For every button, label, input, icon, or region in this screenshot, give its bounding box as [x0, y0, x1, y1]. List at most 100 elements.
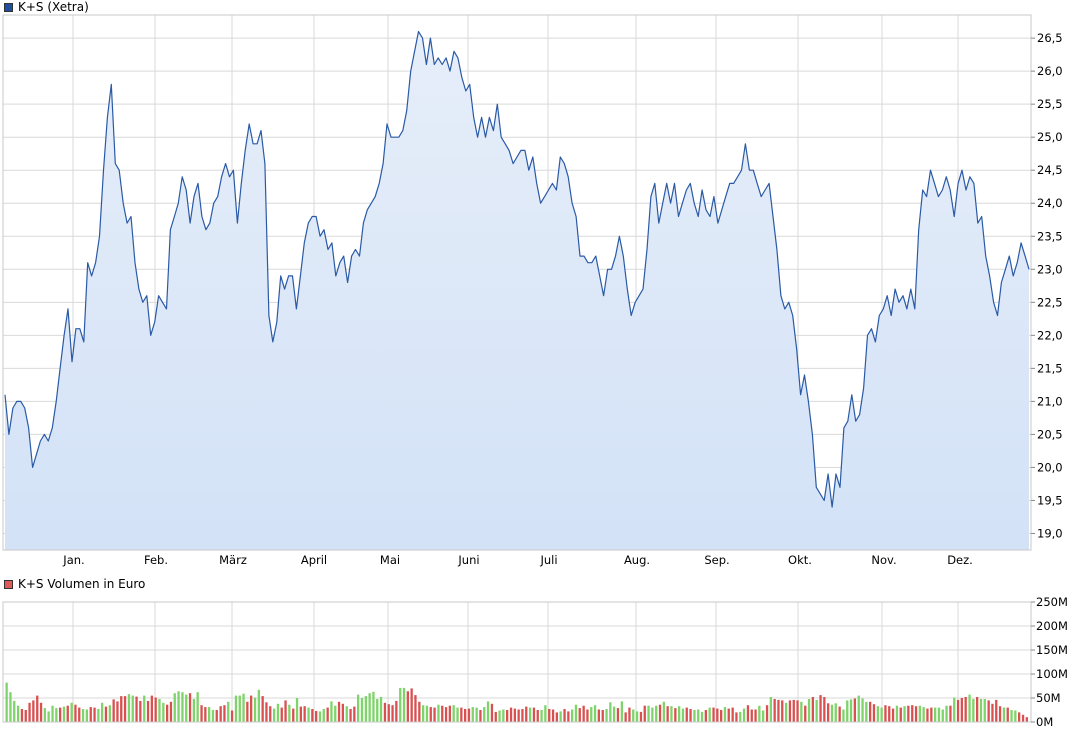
volume-bar: [433, 707, 436, 722]
volume-bar: [24, 710, 27, 722]
volume-bar: [169, 701, 173, 722]
volume-bar: [192, 699, 195, 722]
volume-bar: [525, 706, 528, 722]
volume-bar: [876, 706, 879, 722]
volume-bar: [593, 705, 597, 722]
price-y-tick-label: 25,5: [1037, 97, 1063, 111]
volume-bar: [758, 705, 761, 722]
volume-bar: [391, 705, 394, 722]
volume-bar: [712, 707, 715, 722]
price-y-tick-label: 26,5: [1037, 31, 1063, 45]
month-label: Feb.: [144, 553, 168, 567]
volume-bar: [571, 709, 574, 722]
volume-bar: [582, 705, 585, 722]
volume-bar: [70, 702, 73, 722]
volume-bar: [17, 705, 20, 722]
volume-bar: [769, 697, 772, 722]
volume-bar: [162, 702, 165, 722]
volume-bar: [941, 709, 944, 722]
volume-bar: [410, 688, 413, 722]
price-frame-rect: [2, 14, 1032, 551]
volume-bar: [872, 704, 876, 722]
price-y-tick-label: 19,5: [1037, 493, 1063, 507]
volume-bar: [777, 699, 780, 722]
volume-bar: [578, 708, 581, 722]
volume-bar: [208, 707, 211, 722]
volume-bar: [823, 697, 826, 722]
volume-bar: [326, 707, 329, 722]
volume-bar: [815, 699, 818, 722]
volume-bar: [337, 701, 341, 722]
volume-legend: K+S Volumen in Euro: [4, 577, 145, 591]
volume-bar: [146, 700, 150, 722]
volume-bar: [101, 702, 104, 722]
volume-bar: [467, 708, 471, 722]
volume-bar: [475, 707, 478, 722]
price-y-tick-label: 21,5: [1037, 361, 1063, 375]
volume-bar: [318, 711, 322, 722]
volume-bar: [1018, 712, 1021, 722]
price-y-tick-label: 23,0: [1037, 262, 1063, 276]
volume-bar: [330, 701, 333, 722]
volume-bar: [1006, 707, 1009, 722]
volume-bar: [639, 711, 643, 722]
volume-bar: [704, 710, 707, 722]
month-label: Aug.: [624, 553, 650, 567]
volume-bar: [97, 709, 100, 722]
price-y-tick-label: 22,0: [1037, 328, 1063, 342]
volume-gridlines: [3, 601, 1031, 723]
volume-bar: [483, 707, 486, 722]
volume-bar: [869, 701, 872, 722]
volume-bar: [949, 705, 952, 722]
volume-bar: [93, 707, 96, 722]
volume-bar: [422, 705, 425, 722]
volume-bar: [498, 710, 501, 722]
volume-bar: [108, 705, 111, 722]
volume-bar: [387, 704, 390, 722]
volume-bar: [242, 693, 245, 722]
volume-bar: [895, 705, 899, 722]
volume-bar: [670, 706, 673, 722]
volume-bar: [628, 707, 631, 722]
volume-bar: [402, 687, 406, 722]
month-label: Juli: [539, 553, 557, 567]
volume-bar: [697, 709, 700, 722]
volume-bar: [89, 707, 92, 722]
volume-bar: [674, 708, 677, 722]
price-y-tick-label: 24,5: [1037, 163, 1063, 177]
volume-bar: [991, 703, 994, 722]
volume-bar: [177, 691, 180, 722]
volume-bar: [834, 703, 837, 722]
volume-bar: [762, 710, 765, 722]
volume-bar: [930, 707, 933, 722]
volume-bar: [658, 704, 662, 722]
volume-bar: [345, 706, 348, 722]
volume-bar: [807, 699, 811, 722]
volume-bar: [234, 695, 238, 722]
volume-bar: [104, 706, 108, 722]
price-legend-label: K+S (Xetra): [18, 0, 89, 14]
volume-bar: [888, 706, 891, 722]
volume-bar: [307, 707, 310, 722]
volume-bar: [632, 709, 635, 722]
volume-bar: [150, 695, 153, 722]
volume-bar: [1025, 717, 1028, 722]
volume-bar: [353, 706, 356, 722]
volume-bar: [181, 692, 184, 722]
volume-bar: [720, 710, 723, 722]
volume-bar: [532, 707, 536, 722]
price-y-tick-label: 24,0: [1037, 196, 1063, 210]
volume-bar: [227, 701, 230, 722]
price-y-tick-label: 25,0: [1037, 130, 1063, 144]
volume-bar: [995, 699, 998, 722]
volume-bar: [693, 710, 696, 722]
volume-bar: [494, 711, 497, 722]
month-x-axis: Jan. Feb. März April Mai Juni Juli Aug. Sep. Okt.…: [62, 553, 973, 567]
volume-bar: [830, 704, 834, 722]
volume-bar: [55, 708, 58, 722]
volume-bar: [456, 707, 459, 722]
price-y-tick-label: 21,0: [1037, 394, 1063, 408]
volume-bar: [349, 709, 352, 722]
